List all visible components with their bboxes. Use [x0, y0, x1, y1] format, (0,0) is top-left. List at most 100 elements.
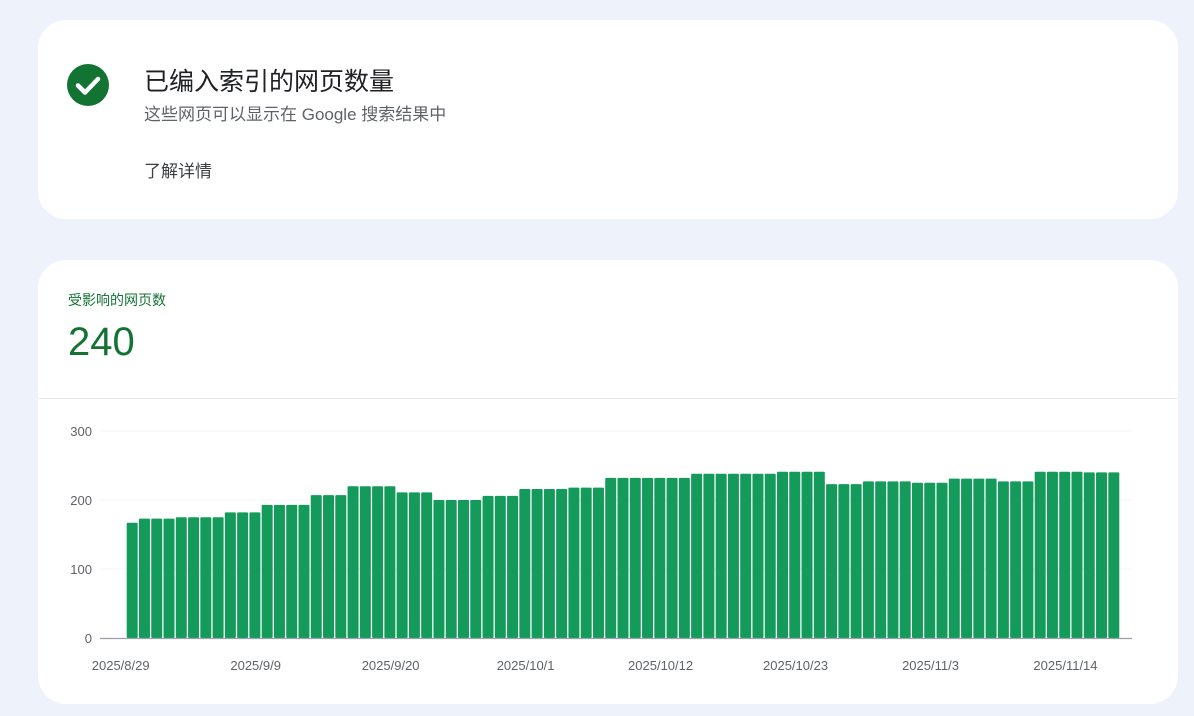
bar — [457, 500, 469, 638]
bar — [126, 522, 138, 638]
bar — [666, 477, 678, 638]
bar-chart: 0 100 200 300 2025/8/29 2025/9/9 2025/9/20 2025… — [70, 424, 1132, 673]
bar — [1022, 481, 1034, 638]
x-tick-label: 2025/11/14 — [1033, 658, 1097, 673]
x-tick-label: 2025/10/12 — [628, 658, 693, 673]
bar — [936, 482, 948, 638]
bar — [273, 504, 285, 638]
bar — [396, 492, 408, 638]
bar — [850, 484, 862, 638]
bar — [875, 481, 887, 638]
x-tick-label: 2025/9/20 — [362, 658, 420, 673]
x-tick-label: 2025/11/3 — [902, 658, 959, 673]
bar — [899, 481, 911, 638]
metric-label: 受影响的网页数 — [68, 292, 166, 308]
bar — [298, 504, 310, 638]
bar — [1071, 471, 1083, 638]
bar — [924, 482, 936, 638]
bar — [507, 495, 519, 638]
bar — [1059, 471, 1071, 638]
bar — [1010, 481, 1022, 638]
bar — [1108, 472, 1120, 638]
bar — [372, 486, 384, 638]
bar — [887, 481, 899, 638]
card-title: 已编入索引的网页数量 — [144, 68, 395, 96]
bar — [1096, 472, 1108, 638]
card-subtitle: 这些网页可以显示在 Google 搜索结果中 — [144, 105, 447, 124]
bar — [813, 471, 825, 638]
bar — [470, 500, 482, 638]
bar — [200, 517, 212, 638]
x-tick-label: 2025/9/9 — [230, 658, 281, 673]
bar — [862, 481, 874, 638]
bar — [519, 488, 531, 638]
bar — [421, 492, 433, 638]
bar — [801, 471, 813, 638]
bar — [654, 477, 666, 638]
bar — [138, 518, 150, 638]
bar — [568, 487, 580, 638]
bar — [948, 478, 960, 638]
bar — [163, 518, 175, 638]
chart-card: 受影响的网页数 240 0 100 200 300 2025/8/29 2025/9/9 2… — [38, 260, 1178, 704]
bar — [838, 484, 850, 638]
bar — [323, 495, 335, 638]
bar — [151, 518, 163, 638]
x-tick-label: 2025/10/23 — [763, 658, 828, 673]
bar — [580, 487, 592, 638]
bar — [973, 478, 985, 638]
bar — [826, 484, 838, 638]
bar — [543, 488, 555, 638]
bar — [605, 477, 617, 638]
learn-more-link[interactable]: 了解详情 — [144, 162, 212, 181]
divider — [38, 398, 1178, 399]
bar — [764, 473, 776, 638]
bar — [740, 473, 752, 638]
bar — [727, 473, 739, 638]
check-circle-icon — [67, 64, 109, 106]
status-card: 已编入索引的网页数量 这些网页可以显示在 Google 搜索结果中 了解详情 — [38, 20, 1178, 219]
bar — [408, 492, 420, 638]
bar — [433, 500, 445, 638]
bar — [642, 477, 654, 638]
bar — [310, 495, 322, 638]
bar — [556, 488, 568, 638]
bar — [335, 495, 347, 638]
bar — [1046, 471, 1058, 638]
bar — [777, 471, 789, 638]
x-tick-label: 2025/10/1 — [497, 658, 555, 673]
bar — [445, 500, 457, 638]
bar — [678, 477, 690, 638]
bar — [911, 482, 923, 638]
bar — [617, 477, 629, 638]
bar — [482, 495, 494, 638]
bar — [691, 473, 703, 638]
metric-value: 240 — [68, 320, 135, 364]
bar — [347, 486, 359, 638]
bar — [531, 488, 543, 638]
bar — [985, 478, 997, 638]
bar — [789, 471, 801, 638]
bar — [286, 504, 298, 638]
bar — [188, 517, 200, 638]
bar — [715, 473, 727, 638]
bar — [703, 473, 715, 638]
bar — [359, 486, 371, 638]
bar — [629, 477, 641, 638]
bar — [1083, 472, 1095, 638]
bar — [961, 478, 973, 638]
x-tick-label: 2025/8/29 — [92, 658, 150, 673]
bar — [224, 512, 236, 638]
bar — [384, 486, 396, 638]
bar — [752, 473, 764, 638]
y-tick-label: 100 — [70, 562, 92, 577]
bar — [494, 495, 506, 638]
bar — [237, 512, 249, 638]
bar — [261, 504, 273, 638]
y-tick-label: 300 — [70, 424, 92, 439]
bar — [997, 481, 1009, 638]
bar — [592, 487, 604, 638]
bar — [175, 517, 187, 638]
bar — [1034, 471, 1046, 638]
y-tick-label: 0 — [85, 631, 92, 646]
